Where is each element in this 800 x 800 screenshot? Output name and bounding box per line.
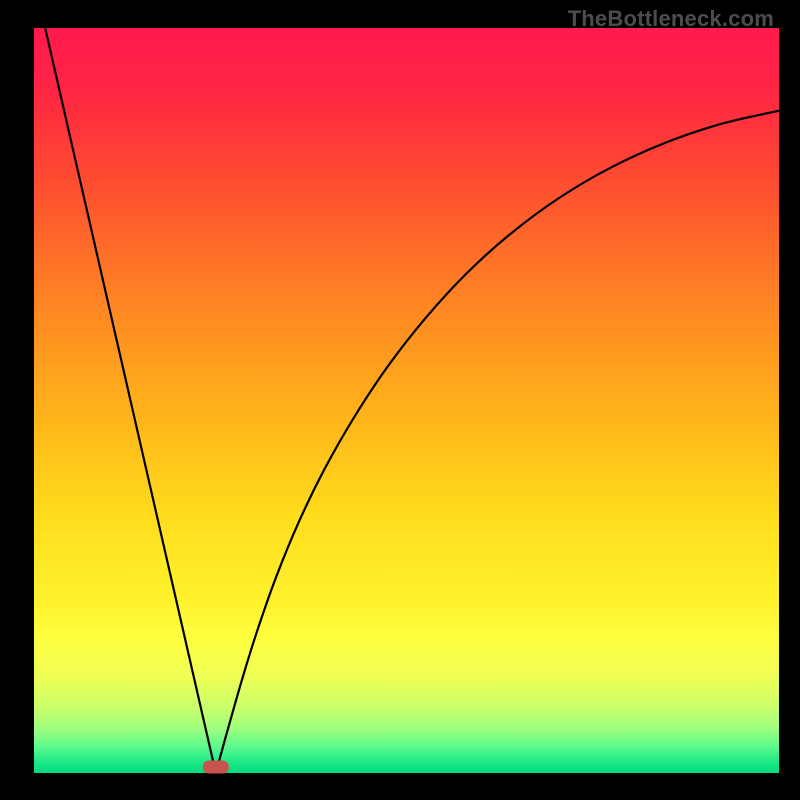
watermark-text: TheBottleneck.com	[568, 6, 774, 32]
curve-left-branch	[45, 28, 216, 773]
curve-right-branch	[216, 111, 779, 773]
curve-layer	[0, 0, 800, 800]
notch-marker	[203, 761, 229, 774]
